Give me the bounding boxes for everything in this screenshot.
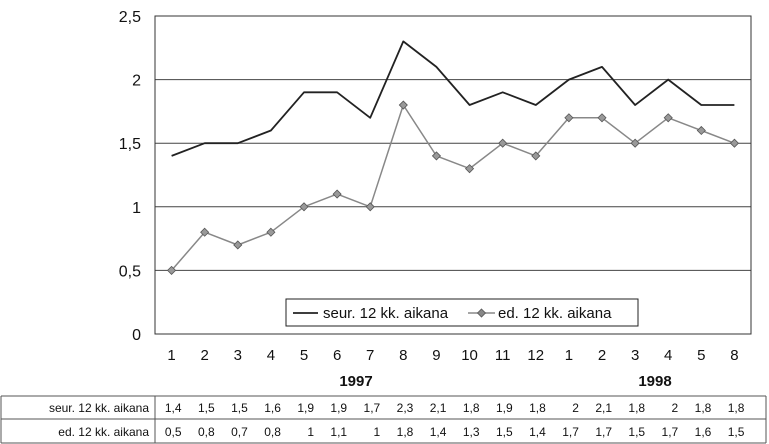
data-point-marker: [464, 164, 475, 174]
x-tick-label: 6: [333, 347, 341, 364]
y-tick-label: 0: [132, 327, 141, 344]
table-cell: 1: [374, 425, 381, 439]
x-tick-label: 1: [167, 347, 175, 364]
table-cell: 1,7: [595, 425, 612, 439]
data-point-marker: [630, 138, 640, 148]
table-row-label-seur: seur. 12 kk. aikana: [49, 401, 149, 415]
x-tick-label: 2: [200, 347, 208, 364]
table-cell: 1,9: [496, 401, 513, 415]
data-point-marker: [299, 202, 309, 212]
table-cell: 2,3: [397, 401, 414, 415]
data-point-marker: [365, 202, 375, 212]
table-cell: 2: [572, 401, 579, 415]
table-cell: 2: [672, 401, 679, 415]
data-point-marker: [200, 227, 210, 237]
legend-box: [285, 298, 639, 327]
x-tick-label: 5: [300, 347, 308, 364]
legend-marker-ed: [476, 308, 487, 318]
table-cell: 2,1: [595, 401, 612, 415]
x-tick-label: 10: [461, 347, 478, 364]
table-cell: 2,1: [430, 401, 447, 415]
data-point-marker: [398, 100, 408, 110]
data-point-marker: [531, 151, 541, 161]
table-cell: 1,8: [397, 425, 414, 439]
table-cell: 1,5: [728, 425, 745, 439]
x-tick-label: 11: [495, 347, 511, 364]
y-tick-label: 2,5: [119, 9, 141, 26]
data-point-marker: [233, 240, 243, 250]
data-point-marker: [166, 265, 177, 275]
table-cell: 1,7: [364, 401, 381, 415]
table-cell: 0,5: [165, 425, 182, 439]
year-label-1998: 1998: [638, 373, 671, 390]
table-cell: 1,5: [496, 425, 513, 439]
table-cell: 1,8: [529, 401, 546, 415]
y-tick-label: 1: [132, 200, 141, 217]
table-cell: 1,7: [562, 425, 579, 439]
table-cell: 1: [307, 425, 314, 439]
series-line-0: [171, 40, 735, 157]
x-tick-label: 4: [664, 347, 672, 364]
table-cell: 1,1: [330, 425, 347, 439]
x-tick-label: 3: [631, 347, 639, 364]
table-cell: 1,4: [529, 425, 546, 439]
series-lines: [166, 40, 740, 275]
data-point-marker: [663, 113, 673, 123]
plot-area: [154, 15, 752, 335]
x-tick-label: 9: [432, 347, 440, 364]
table-cell: 1,6: [264, 401, 281, 415]
table-cell: 1,4: [165, 401, 182, 415]
x-tick-label: 7: [366, 347, 374, 364]
table-cell: 1,7: [662, 425, 679, 439]
data-point-marker: [729, 138, 740, 148]
x-tick-label: 4: [267, 347, 275, 364]
x-tick-label: 1: [565, 347, 573, 364]
data-table: seur. 12 kk. aikana ed. 12 kk. aikana 1,…: [0, 395, 767, 444]
x-tick-label: 5: [697, 347, 705, 364]
y-axis-ticks: 0 0,5 1 1,5 2 2,5: [119, 9, 141, 344]
table-cell: 1,5: [198, 401, 215, 415]
table-cell: 0,8: [198, 425, 215, 439]
x-tick-label: 3: [234, 347, 242, 364]
table-cell: 1,3: [463, 425, 480, 439]
data-point-marker: [597, 113, 607, 123]
table-cell: 1,4: [430, 425, 447, 439]
x-tick-label: 2: [598, 347, 606, 364]
table-cell: 1,9: [297, 401, 314, 415]
legend-label-seur: seur. 12 kk. aikana: [323, 305, 449, 322]
data-point-marker: [431, 151, 442, 161]
x-tick-label: 8: [730, 347, 738, 364]
table-cell: 1,5: [231, 401, 248, 415]
series-line-1: [171, 104, 735, 271]
table-cell: 1,9: [330, 401, 347, 415]
table-cell: 0,8: [264, 425, 281, 439]
data-point-marker: [498, 138, 508, 148]
data-point-marker: [332, 189, 342, 199]
table-row-label-ed: ed. 12 kk. aikana: [58, 425, 149, 439]
table-cell: 1,8: [463, 401, 480, 415]
y-tick-label: 0,5: [119, 263, 141, 280]
y-tick-label: 1,5: [119, 136, 141, 153]
legend: seur. 12 kk. aikana ed. 12 kk. aikana: [285, 298, 639, 327]
table-cell: 1,5: [628, 425, 645, 439]
x-axis-ticks: 1 2 3 4 5 6 7 8 9 10 11 12 1 2 3 4 5 8: [167, 347, 738, 364]
data-point-marker: [696, 125, 706, 136]
table-cell: 1,8: [695, 401, 712, 415]
y-tick-label: 2: [132, 73, 141, 90]
table-cell: 1,8: [728, 401, 745, 415]
gridlines: [155, 79, 751, 271]
data-point-marker: [564, 113, 574, 123]
x-tick-label: 12: [527, 347, 544, 364]
data-point-marker: [266, 227, 276, 237]
table-cell: 0,7: [231, 425, 248, 439]
table-cell: 1,6: [695, 425, 712, 439]
legend-label-ed: ed. 12 kk. aikana: [498, 305, 612, 322]
table-cell: 1,8: [628, 401, 645, 415]
year-label-1997: 1997: [339, 373, 372, 390]
x-tick-label: 8: [399, 347, 407, 364]
